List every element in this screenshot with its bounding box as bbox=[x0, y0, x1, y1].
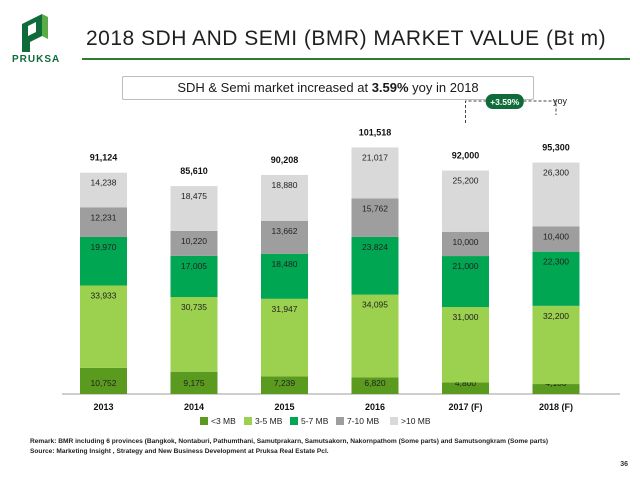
bar-segment-2-1 bbox=[170, 255, 218, 298]
data-label-1-5: 32,200 bbox=[543, 311, 569, 321]
data-label-2-2: 18,480 bbox=[272, 259, 298, 269]
x-tick-label-3: 2016 bbox=[365, 402, 385, 412]
bar-segment-0-4 bbox=[442, 382, 489, 394]
bar-segment-3-4 bbox=[442, 231, 489, 257]
title-divider bbox=[82, 58, 630, 60]
total-label-4: 92,000 bbox=[452, 151, 480, 161]
data-label-1-2: 31,947 bbox=[272, 304, 298, 314]
yoy-badge bbox=[485, 94, 524, 109]
remark-text: Remark: BMR including 6 provinces (Bangk… bbox=[30, 438, 549, 445]
data-label-1-4: 31,000 bbox=[453, 312, 479, 322]
brand-name: PRUKSA bbox=[12, 54, 61, 65]
yoy-label: yoy bbox=[553, 96, 568, 106]
bar-segment-4-2 bbox=[261, 174, 308, 221]
data-label-4-1: 18,475 bbox=[181, 191, 207, 201]
data-label-4-2: 18,880 bbox=[272, 180, 298, 190]
data-label-2-1: 17,005 bbox=[181, 261, 207, 271]
data-label-2-0: 19,970 bbox=[91, 242, 117, 252]
subtitle-box: SDH & Semi market increased at 3.59% yoy… bbox=[122, 76, 534, 100]
legend-swatch-1 bbox=[244, 417, 252, 425]
slide-title: 2018 SDH AND SEMI (BMR) MARKET VALUE (Bt… bbox=[86, 27, 607, 50]
bar-segment-0-5 bbox=[532, 384, 580, 394]
x-tick-label-1: 2014 bbox=[184, 402, 204, 412]
bar-segment-4-5 bbox=[532, 162, 580, 227]
data-label-2-3: 23,824 bbox=[362, 242, 388, 252]
data-label-3-1: 10,220 bbox=[181, 236, 207, 246]
bar-segment-1-0 bbox=[80, 285, 127, 368]
data-label-1-1: 30,735 bbox=[181, 302, 207, 312]
data-label-3-5: 10,400 bbox=[543, 231, 569, 241]
data-label-3-4: 10,000 bbox=[453, 237, 479, 247]
remark-block: Remark: BMR including 6 provinces (Bangk… bbox=[30, 437, 548, 457]
yoy-badge-label: +3.59% bbox=[490, 97, 520, 107]
subtitle-prefix: SDH & Semi market increased at bbox=[177, 80, 372, 95]
bar-segment-2-5 bbox=[532, 251, 580, 306]
x-tick-label-5: 2018 (F) bbox=[539, 402, 573, 412]
data-label-3-3: 15,762 bbox=[362, 203, 388, 213]
data-label-2-4: 21,000 bbox=[453, 261, 479, 271]
source-text: Source: Marketing Insight , Strategy and… bbox=[30, 448, 329, 455]
legend-swatch-4 bbox=[390, 417, 398, 425]
bar-segment-3-2 bbox=[261, 220, 308, 254]
bar-segment-4-3 bbox=[351, 147, 399, 199]
legend-swatch-0 bbox=[200, 417, 208, 425]
x-tick-label-0: 2013 bbox=[93, 402, 113, 412]
data-label-4-5: 26,300 bbox=[543, 168, 569, 178]
bar-segment-1-3 bbox=[351, 294, 399, 378]
data-label-2-5: 22,300 bbox=[543, 257, 569, 267]
data-label-0-0: 10,752 bbox=[91, 378, 117, 388]
bar-segment-3-0 bbox=[80, 207, 127, 237]
data-label-3-0: 12,231 bbox=[91, 212, 117, 222]
data-label-4-0: 14,238 bbox=[91, 178, 117, 188]
bar-segment-2-4 bbox=[442, 256, 489, 308]
bar-segment-0-0 bbox=[80, 367, 127, 394]
total-label-2: 90,208 bbox=[271, 155, 299, 165]
legend-label-2: 5-7 MB bbox=[301, 416, 329, 426]
bar-segment-0-1 bbox=[170, 371, 218, 394]
bar-segment-1-5 bbox=[532, 305, 580, 385]
bar-segment-1-1 bbox=[170, 297, 218, 372]
data-label-4-3: 21,017 bbox=[362, 152, 388, 162]
data-label-0-3: 6,820 bbox=[364, 378, 386, 388]
bar-segment-2-0 bbox=[80, 236, 127, 286]
data-label-0-2: 7,239 bbox=[274, 378, 296, 388]
bar-segment-1-4 bbox=[442, 307, 489, 383]
total-label-0: 91,124 bbox=[90, 153, 118, 163]
data-label-0-4: 4,800 bbox=[455, 378, 477, 388]
data-label-3-2: 13,662 bbox=[272, 226, 298, 236]
bar-segment-3-1 bbox=[170, 230, 218, 256]
bar-segment-4-4 bbox=[442, 170, 489, 232]
bar-segment-4-1 bbox=[170, 186, 218, 231]
bar-segment-4-0 bbox=[80, 172, 127, 208]
data-label-0-1: 9,175 bbox=[183, 378, 205, 388]
page-number: 36 bbox=[620, 461, 628, 468]
legend-label-3: 7-10 MB bbox=[347, 416, 379, 426]
total-label-1: 85,610 bbox=[180, 166, 208, 176]
legend-label-0: <3 MB bbox=[211, 416, 236, 426]
total-label-5: 95,300 bbox=[542, 143, 570, 153]
data-label-1-0: 33,933 bbox=[91, 290, 117, 300]
pruksa-logo-icon bbox=[22, 14, 48, 52]
data-label-4-4: 25,200 bbox=[453, 176, 479, 186]
subtitle-suffix: yoy in 2018 bbox=[408, 80, 479, 95]
bar-segment-1-2 bbox=[261, 298, 308, 377]
x-tick-label-4: 2017 (F) bbox=[448, 402, 482, 412]
legend-label-4: >10 MB bbox=[401, 416, 431, 426]
bar-segment-3-5 bbox=[532, 226, 580, 252]
pruksa-logo: PRUKSA bbox=[12, 14, 61, 65]
bar-segment-3-3 bbox=[351, 198, 399, 237]
subtitle-highlight: 3.59% bbox=[371, 80, 409, 95]
bar-segment-2-3 bbox=[351, 236, 399, 295]
legend-swatch-2 bbox=[290, 417, 298, 425]
total-label-3: 101,518 bbox=[359, 127, 392, 137]
legend-label-1: 3-5 MB bbox=[255, 416, 283, 426]
data-label-1-3: 34,095 bbox=[362, 300, 388, 310]
bar-segment-0-2 bbox=[261, 376, 308, 394]
bar-segment-0-3 bbox=[351, 377, 399, 394]
legend-swatch-3 bbox=[336, 417, 344, 425]
x-tick-label-2: 2015 bbox=[274, 402, 294, 412]
bar-segment-2-2 bbox=[261, 253, 308, 299]
